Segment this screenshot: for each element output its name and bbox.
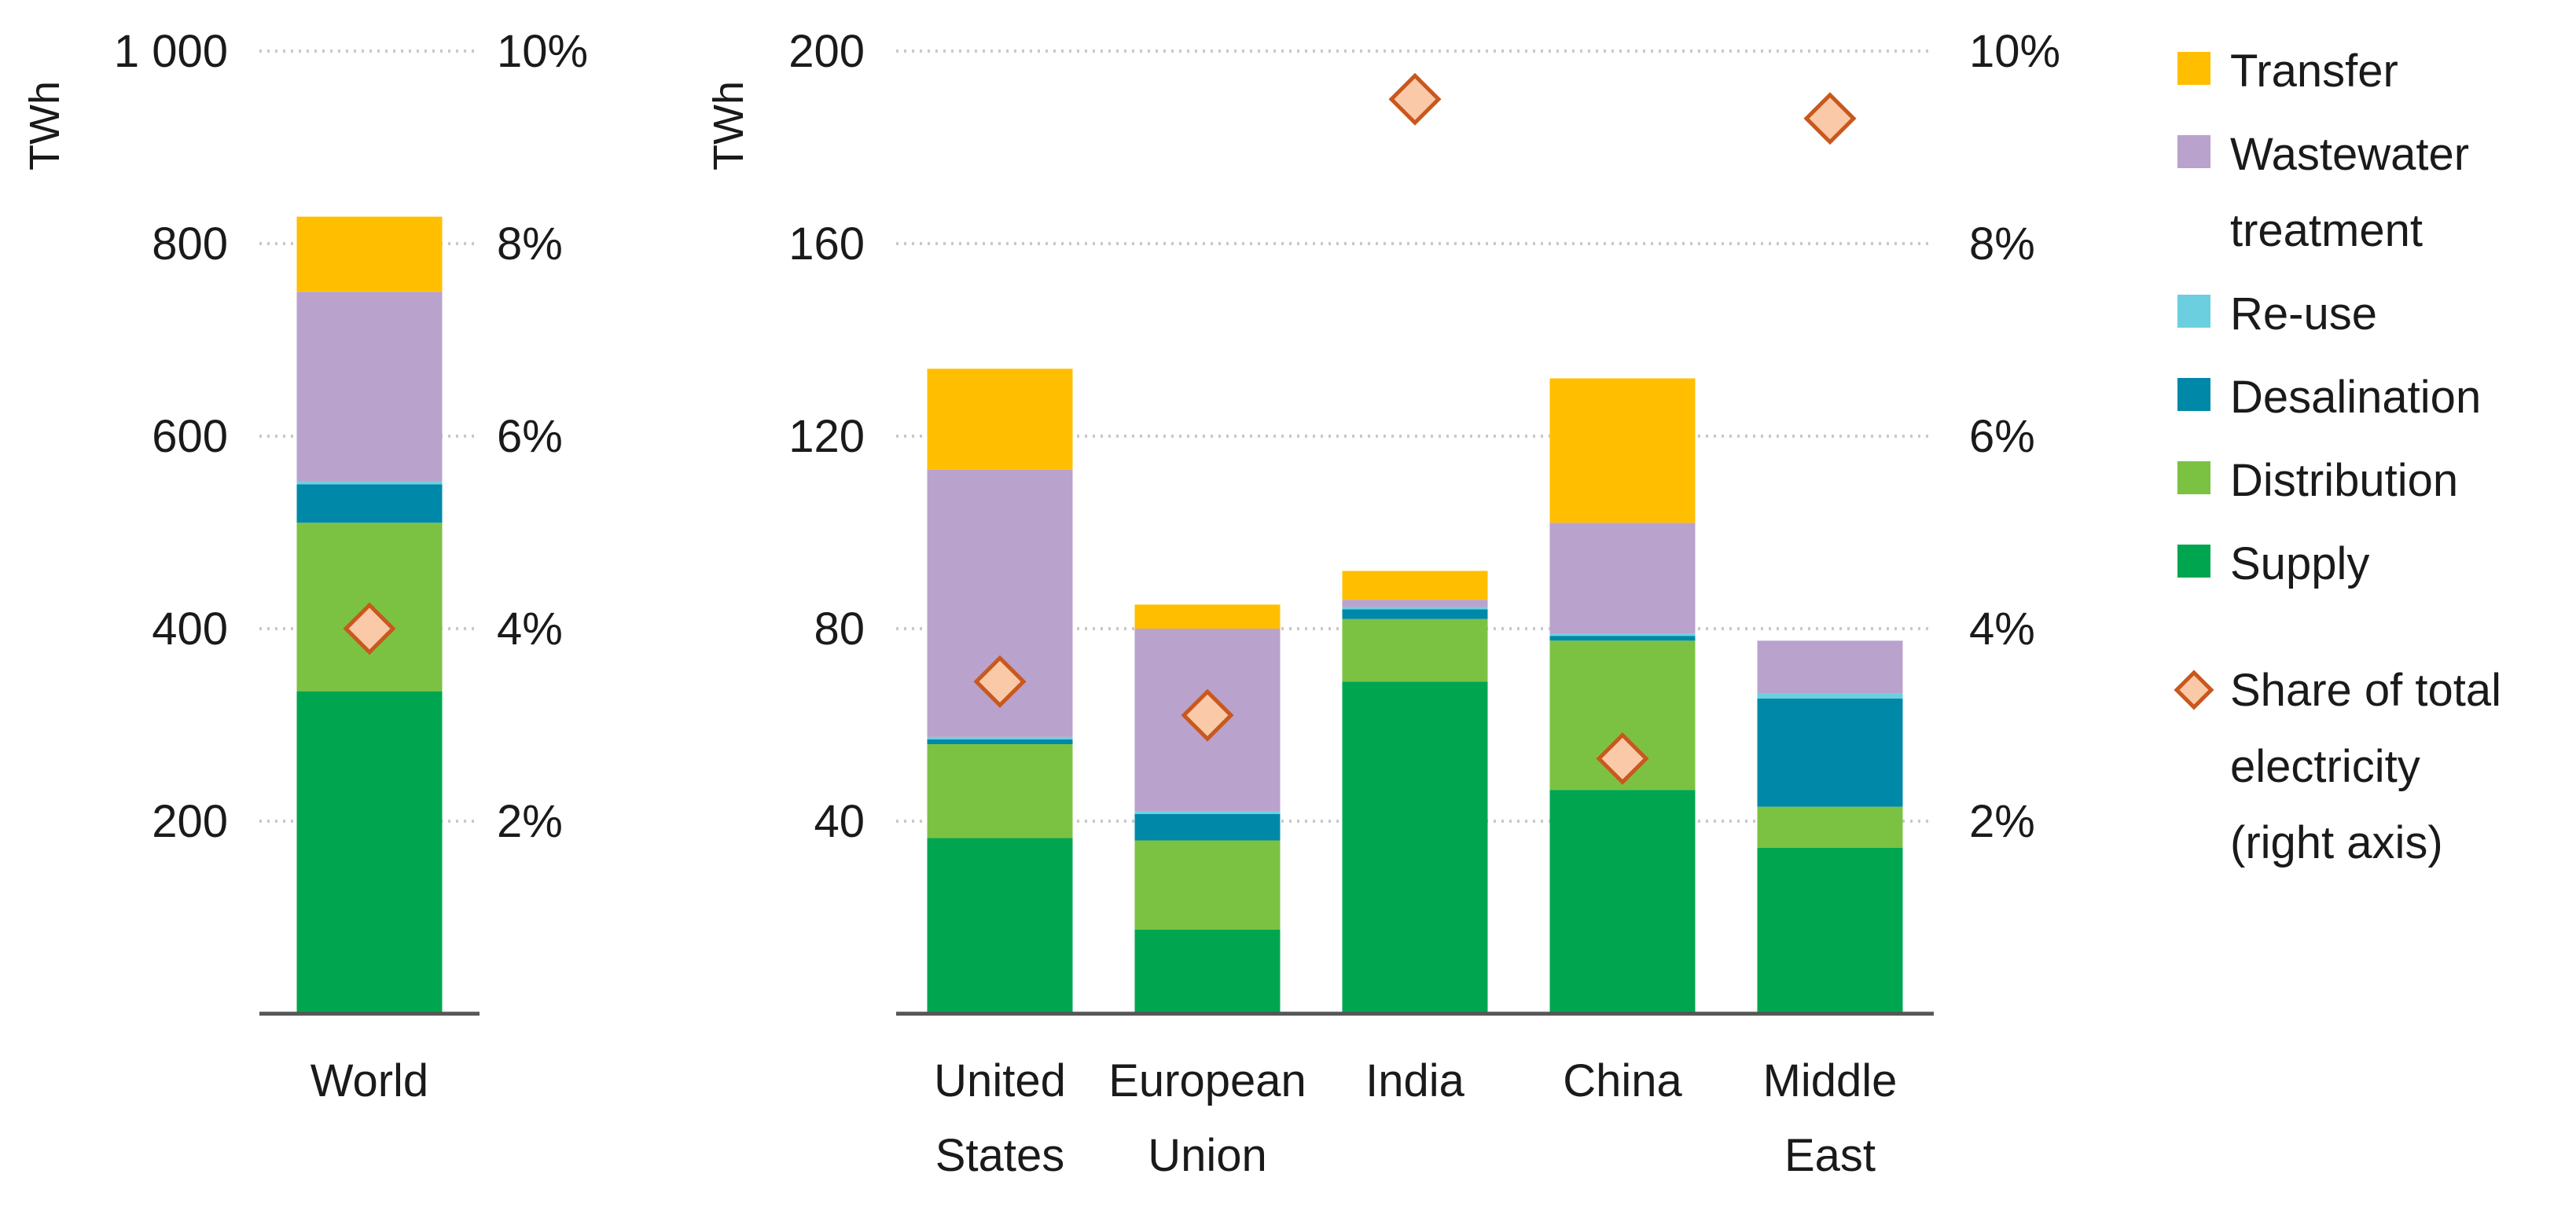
region-bar-re-use: [927, 736, 1073, 739]
region-bar-transfer: [927, 369, 1073, 470]
world-y2-tick-label: 2%: [497, 796, 563, 847]
region-y-tick-label: 160: [788, 218, 865, 270]
region-y-axis-label: TWh: [705, 81, 752, 171]
legend-swatch: [2177, 295, 2210, 328]
region-y2-tick-label: 8%: [1969, 218, 2035, 270]
region-share-marker: [1388, 72, 1442, 126]
region-y-tick-label: 80: [814, 604, 865, 655]
region-y-tick-label: 40: [814, 796, 865, 847]
region-category-label: States: [935, 1130, 1064, 1181]
region-bar-re-use: [1134, 811, 1281, 814]
region-share-marker: [973, 655, 1027, 708]
legend-label: Supply: [2230, 538, 2369, 589]
region-category-label: China: [1563, 1055, 1682, 1106]
region-bar-desalination: [927, 739, 1073, 744]
region-y-tick-label: 200: [788, 26, 865, 77]
region-bar-supply: [1134, 929, 1281, 1014]
legend-label: treatment: [2230, 205, 2423, 256]
region-bar-transfer: [1549, 378, 1696, 523]
region-bar-desalination: [1549, 636, 1696, 641]
region-bar-distribution: [1134, 840, 1281, 930]
region-bar-distribution: [1757, 806, 1903, 848]
region-category-label: United: [934, 1055, 1066, 1106]
region-share-marker: [1803, 92, 1857, 145]
legend-swatch: [2177, 461, 2210, 494]
legend-label: Transfer: [2230, 46, 2398, 97]
legend-label: (right axis): [2230, 817, 2443, 868]
world-bar-wastewater-treatment: [296, 292, 443, 482]
region-bar-wastewater-treatment: [1342, 600, 1488, 607]
legend-swatch: [2177, 135, 2210, 168]
region-bar-transfer: [1134, 604, 1281, 629]
world-y2-tick-label: 8%: [497, 218, 563, 270]
region-bar-supply: [1757, 847, 1903, 1014]
region-share-marker: [1181, 688, 1234, 742]
legend-label: Distribution: [2230, 455, 2458, 506]
region-category-label: Middle: [1763, 1055, 1898, 1106]
legend-swatch: [2177, 378, 2210, 411]
world-bar-transfer: [296, 216, 443, 292]
world-y-tick-label: 400: [152, 604, 228, 655]
region-bar-desalination: [1342, 609, 1488, 619]
region-y2-tick-label: 6%: [1969, 411, 2035, 462]
region-y2-tick-label: 4%: [1969, 604, 2035, 655]
region-share-marker: [1596, 732, 1649, 785]
world-bar-desalination: [296, 484, 443, 523]
world-bar-supply: [296, 691, 443, 1014]
legend-label: Share of total: [2230, 665, 2501, 716]
region-bar-wastewater-treatment: [1757, 640, 1903, 694]
world-y-tick-label: 200: [152, 796, 228, 847]
world-share-marker: [343, 602, 396, 655]
region-bar-distribution: [927, 744, 1073, 838]
region-bar-transfer: [1342, 570, 1488, 600]
world-y2-tick-label: 6%: [497, 411, 563, 462]
region-y-tick-label: 120: [788, 411, 865, 462]
region-bar-supply: [1342, 681, 1488, 1014]
region-category-label: Union: [1148, 1130, 1267, 1181]
region-bar-re-use: [1549, 633, 1696, 637]
region-bar-re-use: [1757, 693, 1903, 699]
legend-label: Desalination: [2230, 372, 2481, 423]
world-bar-re-use: [296, 481, 443, 485]
legend-share-marker: [2174, 670, 2214, 710]
legend-label: electricity: [2230, 741, 2420, 792]
world-y-tick-label: 800: [152, 218, 228, 270]
legend-label: Re-use: [2230, 288, 2377, 339]
region-category-label: India: [1365, 1055, 1465, 1106]
region-bar-supply: [1549, 790, 1696, 1014]
region-bar-wastewater-treatment: [1549, 523, 1696, 634]
region-bar-desalination: [1134, 813, 1281, 841]
world-y-axis-label: TWh: [21, 81, 68, 171]
world-category-label: World: [311, 1055, 428, 1106]
legend-swatch: [2177, 52, 2210, 85]
world-y-tick-label: 600: [152, 411, 228, 462]
region-category-label: East: [1784, 1130, 1876, 1181]
region-bar-desalination: [1757, 698, 1903, 807]
region-category-label: European: [1108, 1055, 1306, 1106]
world-y-tick-label: 1 000: [114, 26, 228, 77]
legend-swatch: [2177, 545, 2210, 578]
legend-label: Wastewater: [2230, 129, 2469, 180]
world-y2-tick-label: 4%: [497, 604, 563, 655]
world-y2-tick-label: 10%: [497, 26, 588, 77]
region-bar-distribution: [1342, 618, 1488, 682]
region-bar-re-use: [1342, 607, 1488, 610]
region-bar-supply: [927, 838, 1073, 1014]
region-y2-tick-label: 2%: [1969, 796, 2035, 847]
region-y2-tick-label: 10%: [1969, 26, 2060, 77]
